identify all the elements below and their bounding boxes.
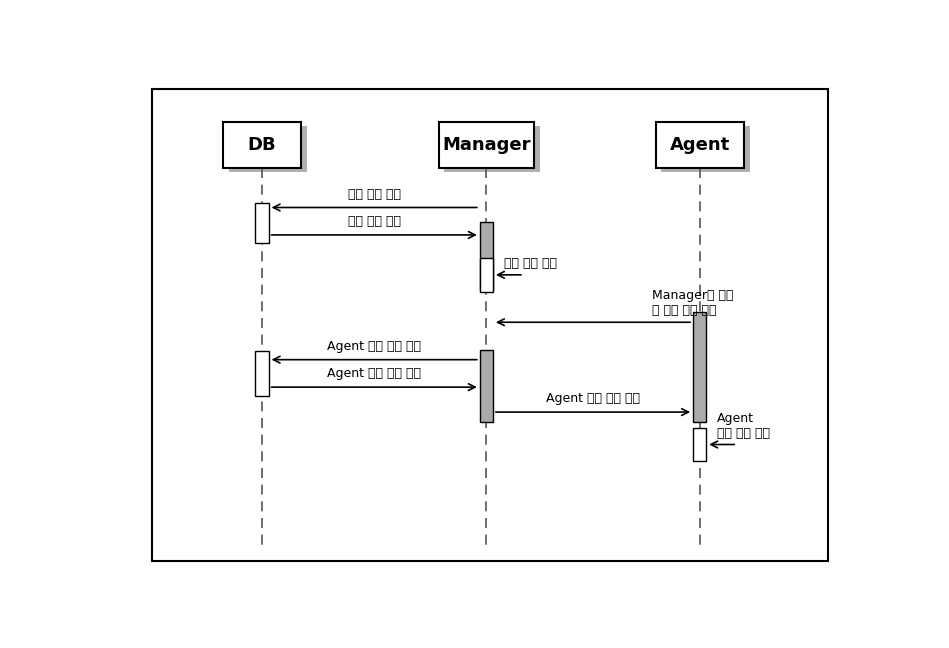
Bar (480, 222, 493, 290)
Text: 세팅 정보 전송: 세팅 정보 전송 (347, 215, 400, 228)
Bar (230, 126, 307, 172)
Bar (693, 428, 706, 461)
Text: 세팅 정보 저장: 세팅 정보 저장 (504, 257, 557, 270)
Text: Agent 세팅 정보 요청: Agent 세팅 정보 요청 (327, 340, 421, 353)
Text: Agent 세팅 정보 전송: Agent 세팅 정보 전송 (327, 367, 421, 380)
Bar (480, 259, 493, 292)
Text: Manager: Manager (442, 136, 530, 154)
Bar (255, 202, 269, 244)
Text: 세팅 정보 요청: 세팅 정보 요청 (347, 187, 400, 200)
Bar (223, 122, 301, 168)
Bar (480, 350, 493, 422)
Bar (693, 312, 706, 422)
Text: Manager로 접속
및 세팅 정보 요청: Manager로 접속 및 세팅 정보 요청 (652, 289, 734, 318)
Bar (438, 122, 534, 168)
Text: Agent 세팅 정보 전송: Agent 세팅 정보 전송 (546, 392, 640, 405)
Bar (661, 126, 750, 172)
Bar (444, 126, 540, 172)
Bar (255, 351, 269, 396)
Text: DB: DB (248, 136, 276, 154)
Text: Agent
세팅 정보 저장: Agent 세팅 정보 저장 (717, 411, 771, 439)
Bar (656, 122, 744, 168)
Text: Agent: Agent (670, 136, 730, 154)
